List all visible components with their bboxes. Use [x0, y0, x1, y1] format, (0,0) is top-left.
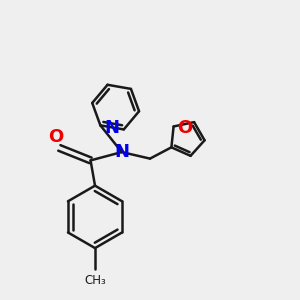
Text: N: N	[115, 143, 130, 161]
Text: O: O	[48, 128, 63, 146]
Text: N: N	[104, 119, 119, 137]
Text: O: O	[178, 119, 193, 137]
Text: CH₃: CH₃	[84, 274, 106, 287]
